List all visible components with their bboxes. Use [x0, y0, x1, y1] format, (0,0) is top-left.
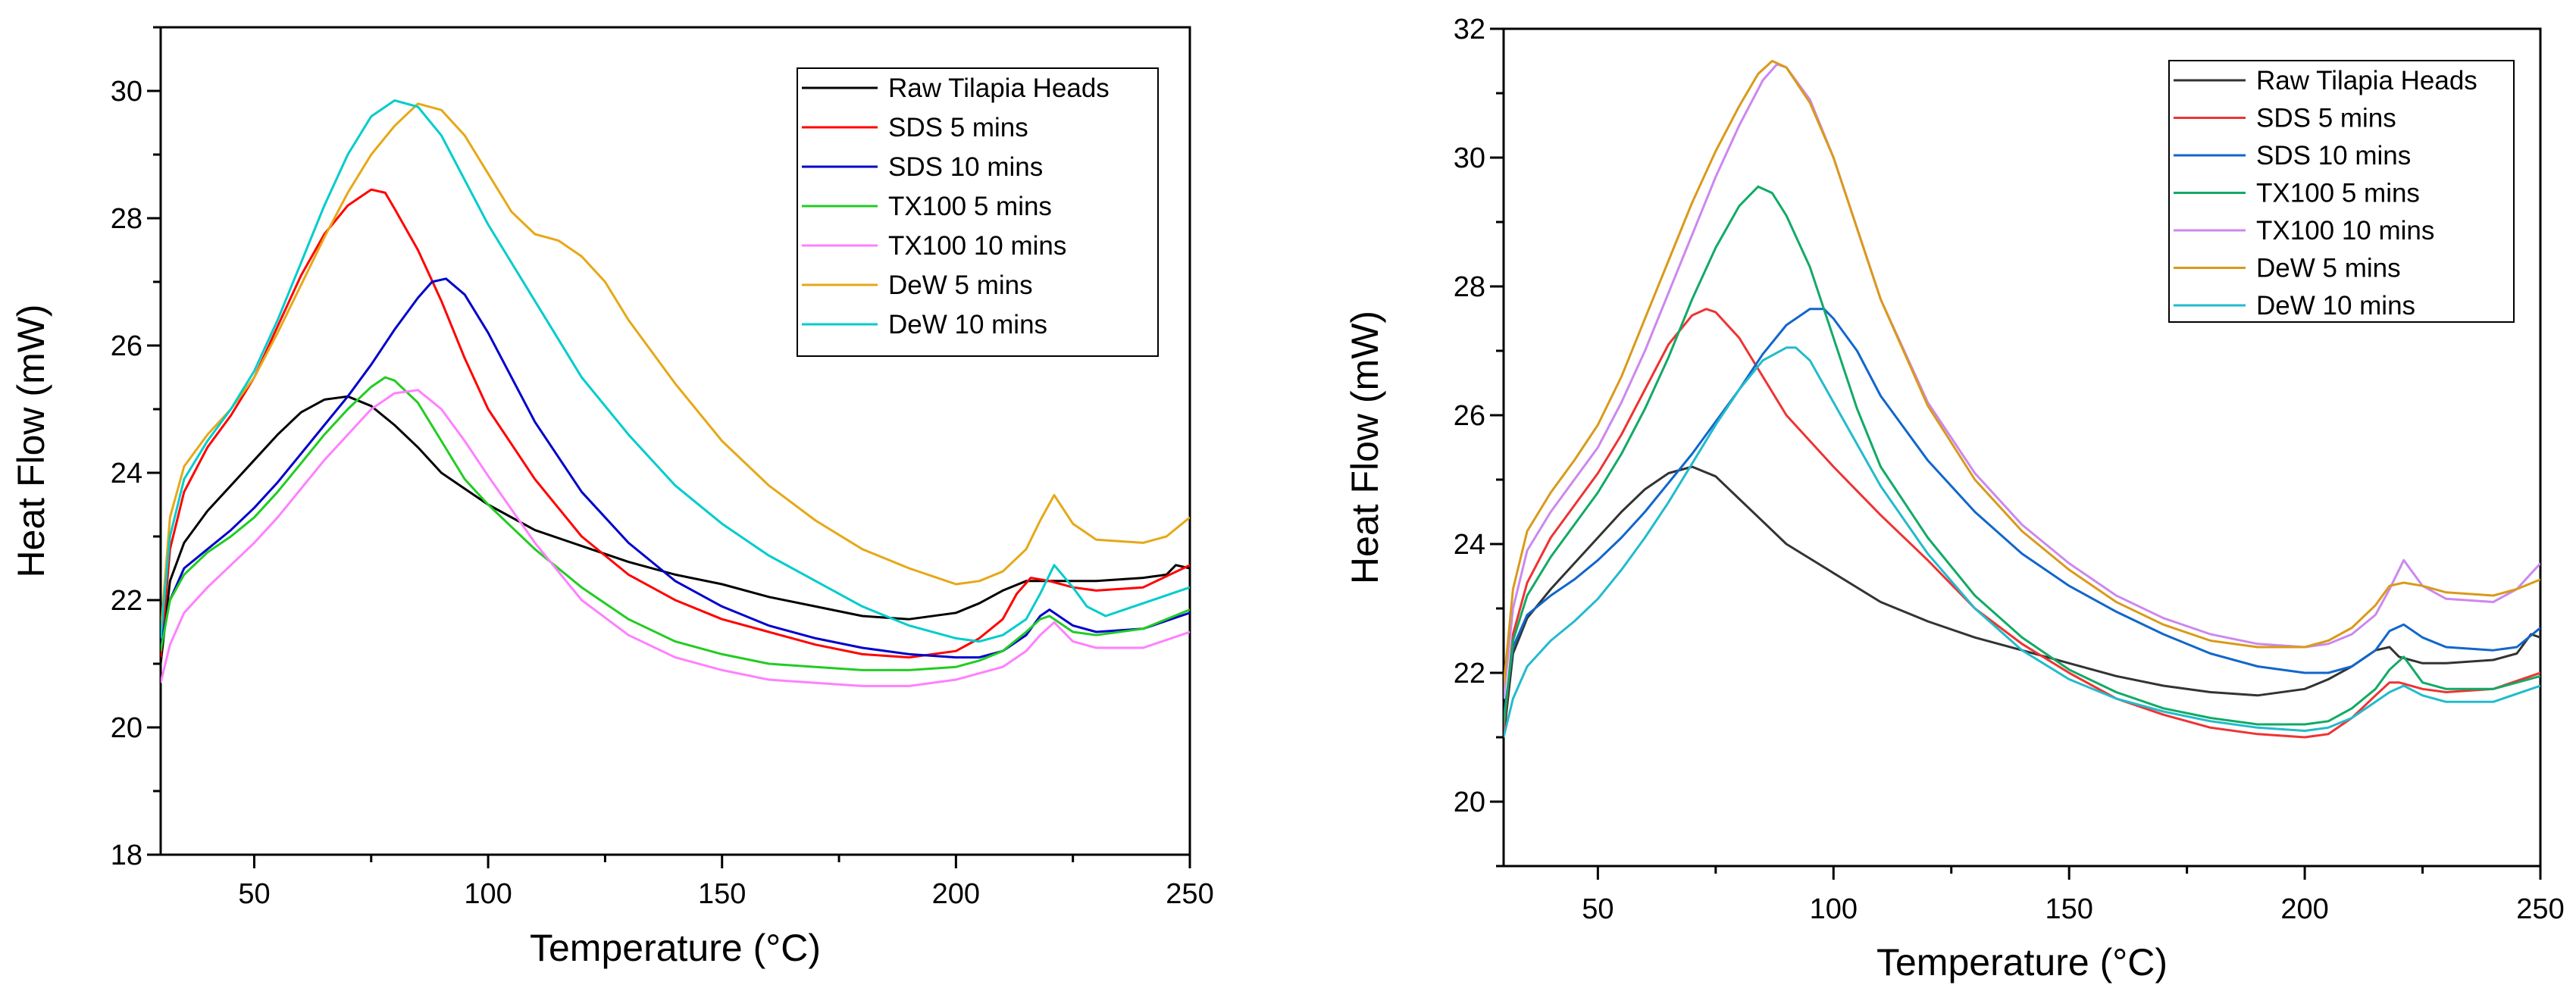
- series-line-6: [1504, 346, 2540, 738]
- series-line-1: [1504, 308, 2540, 739]
- legend-label: Raw Tilapia Heads: [888, 73, 1110, 103]
- x-tick-label: 100: [464, 878, 512, 910]
- legend-label: SDS 5 mins: [2256, 104, 2396, 133]
- legend-label: DeW 5 mins: [2256, 254, 2401, 283]
- series-line-2: [1504, 308, 2540, 718]
- series-line-5: [1504, 60, 2540, 686]
- series-line-2: [161, 277, 1190, 659]
- left-chart: 50 100 150 200 250 18 20 22 24 26 28 30 Temperature …: [10, 26, 1214, 969]
- x-tick-label: 50: [1582, 893, 1614, 925]
- x-tick-label: 250: [2516, 893, 2564, 925]
- x-tick-label: 200: [2280, 893, 2328, 925]
- legend-box: [797, 67, 1159, 357]
- legend-label: Raw Tilapia Heads: [2256, 66, 2477, 95]
- legend-label: SDS 10 mins: [2256, 141, 2411, 170]
- x-tick-label: 250: [1166, 878, 1213, 910]
- y-tick-label: 24: [1454, 529, 1485, 561]
- legend-label: DeW 10 mins: [2256, 291, 2415, 321]
- x-tick-label: 200: [932, 878, 980, 910]
- x-tick-label: 150: [698, 878, 746, 910]
- series-line-6: [161, 99, 1190, 643]
- y-tick-label: 20: [1454, 787, 1485, 818]
- legend-label: DeW 5 mins: [888, 271, 1033, 300]
- x-tick-label: 100: [1810, 893, 1858, 925]
- series-lines: [161, 99, 1190, 687]
- y-axis-title: Heat Flow (mW): [1344, 311, 1386, 584]
- legend-label: TX100 10 mins: [888, 231, 1066, 261]
- legend-label: TX100 10 mins: [2256, 216, 2434, 245]
- x-tick-label: 50: [238, 878, 270, 910]
- y-tick-label: 30: [111, 76, 142, 108]
- y-axis-title: Heat Flow (mW): [10, 304, 52, 577]
- legend-label: SDS 10 mins: [888, 152, 1043, 182]
- y-tick-label: 26: [111, 330, 142, 362]
- series-line-5: [161, 102, 1190, 633]
- legend-label: TX100 5 mins: [2256, 179, 2420, 208]
- y-tick-label: 28: [111, 203, 142, 235]
- y-tick-label: 26: [1454, 400, 1485, 432]
- series-lines: [1504, 60, 2540, 739]
- right-chart: 50 100 150 200 250 20 22 24 26 28 30 32 Temperature …: [1344, 14, 2565, 984]
- x-tick-label: 150: [2045, 893, 2092, 925]
- plot-frame: [159, 26, 1191, 856]
- plot-frame: [1502, 27, 2542, 868]
- y-tick-label: 28: [1454, 271, 1485, 303]
- x-axis-title: Temperature (°C): [530, 927, 821, 969]
- series-line-3: [161, 376, 1190, 671]
- legend-label: SDS 5 mins: [888, 113, 1028, 142]
- legend-label: DeW 10 mins: [888, 310, 1047, 339]
- legend-box: [2168, 60, 2515, 323]
- series-line-4: [161, 389, 1190, 687]
- y-tick-label: 30: [1454, 142, 1485, 174]
- y-tick-label: 24: [111, 458, 142, 489]
- x-axis-title: Temperature (°C): [1876, 941, 2168, 984]
- legend: Raw Tilapia Heads SDS 5 mins SDS 10 mins TX…: [2168, 60, 2515, 323]
- y-tick-label: 22: [1454, 658, 1485, 690]
- y-tick-label: 22: [111, 585, 142, 617]
- series-line-1: [161, 188, 1190, 659]
- y-tick-label: 18: [111, 840, 142, 871]
- legend-label: TX100 5 mins: [888, 192, 1052, 221]
- y-tick-label: 20: [111, 712, 142, 744]
- y-tick-label: 32: [1454, 14, 1485, 45]
- legend: Raw Tilapia Heads SDS 5 mins SDS 10 mins TX…: [797, 67, 1159, 357]
- series-line-3: [1504, 185, 2540, 726]
